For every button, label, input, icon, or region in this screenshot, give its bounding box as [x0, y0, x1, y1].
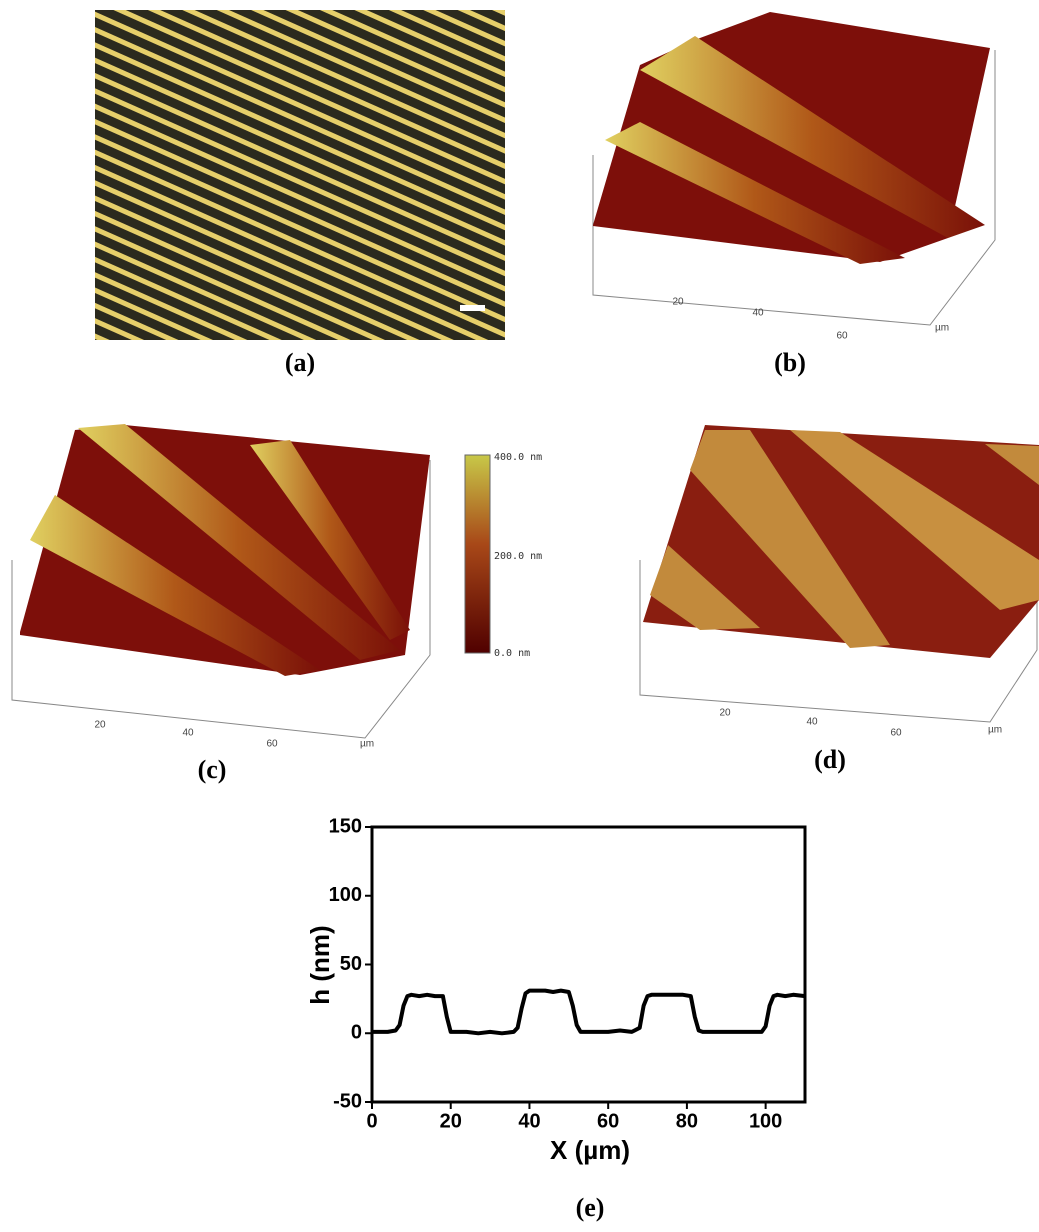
figure: (a) 20 40 60 µm (b) 20 40 60 µm (c) 400.… — [0, 0, 1039, 1232]
x-tick-label: 40 — [518, 1110, 540, 1132]
x-tick-label: 80 — [676, 1110, 698, 1132]
afm-surface — [593, 12, 995, 325]
y-tick-label: 50 — [340, 953, 362, 975]
panel-label: (d) — [814, 745, 846, 774]
afm-surface — [12, 424, 430, 738]
y-tick-label: -50 — [333, 1090, 362, 1112]
x-tick-label: 20 — [440, 1110, 462, 1132]
x-tick-label: 0 — [366, 1110, 377, 1132]
axis-tick: 60 — [266, 739, 278, 750]
axis-unit: µm — [988, 725, 1002, 736]
colorbar-label: 200.0 nm — [494, 551, 542, 562]
panel-label: (e) — [576, 1193, 605, 1222]
panel-label: (c) — [198, 755, 227, 784]
y-tick-label: 0 — [351, 1022, 362, 1044]
axis-tick: 20 — [94, 720, 106, 731]
plot-frame — [372, 827, 805, 1102]
axis-tick: 60 — [836, 331, 848, 342]
axis-unit: µm — [935, 323, 949, 334]
colorbar-label: 0.0 nm — [494, 648, 530, 659]
x-tick-label: 100 — [749, 1110, 782, 1132]
micrograph — [95, 10, 505, 340]
axis-tick: 40 — [182, 728, 194, 739]
axis-tick: 20 — [719, 708, 731, 719]
axis-tick: 20 — [672, 297, 684, 308]
data-line — [372, 991, 805, 1034]
axis-tick: 60 — [890, 728, 902, 739]
y-tick-label: 100 — [329, 884, 362, 906]
x-axis-label: X (µm) — [550, 1135, 630, 1165]
axis-tick: 40 — [806, 717, 818, 728]
axis-unit: µm — [360, 739, 374, 750]
x-tick-label: 60 — [597, 1110, 619, 1132]
colorbar-label: 400.0 nm — [494, 452, 542, 463]
y-tick-label: 150 — [329, 815, 362, 837]
afm-surface — [640, 425, 1039, 722]
y-axis-label: h (nm) — [305, 925, 335, 1004]
colorbar — [465, 455, 490, 653]
scale-bar — [460, 305, 485, 311]
axis-tick: 40 — [752, 308, 764, 319]
panel-label: (a) — [285, 348, 315, 377]
panel-label: (b) — [774, 348, 806, 377]
